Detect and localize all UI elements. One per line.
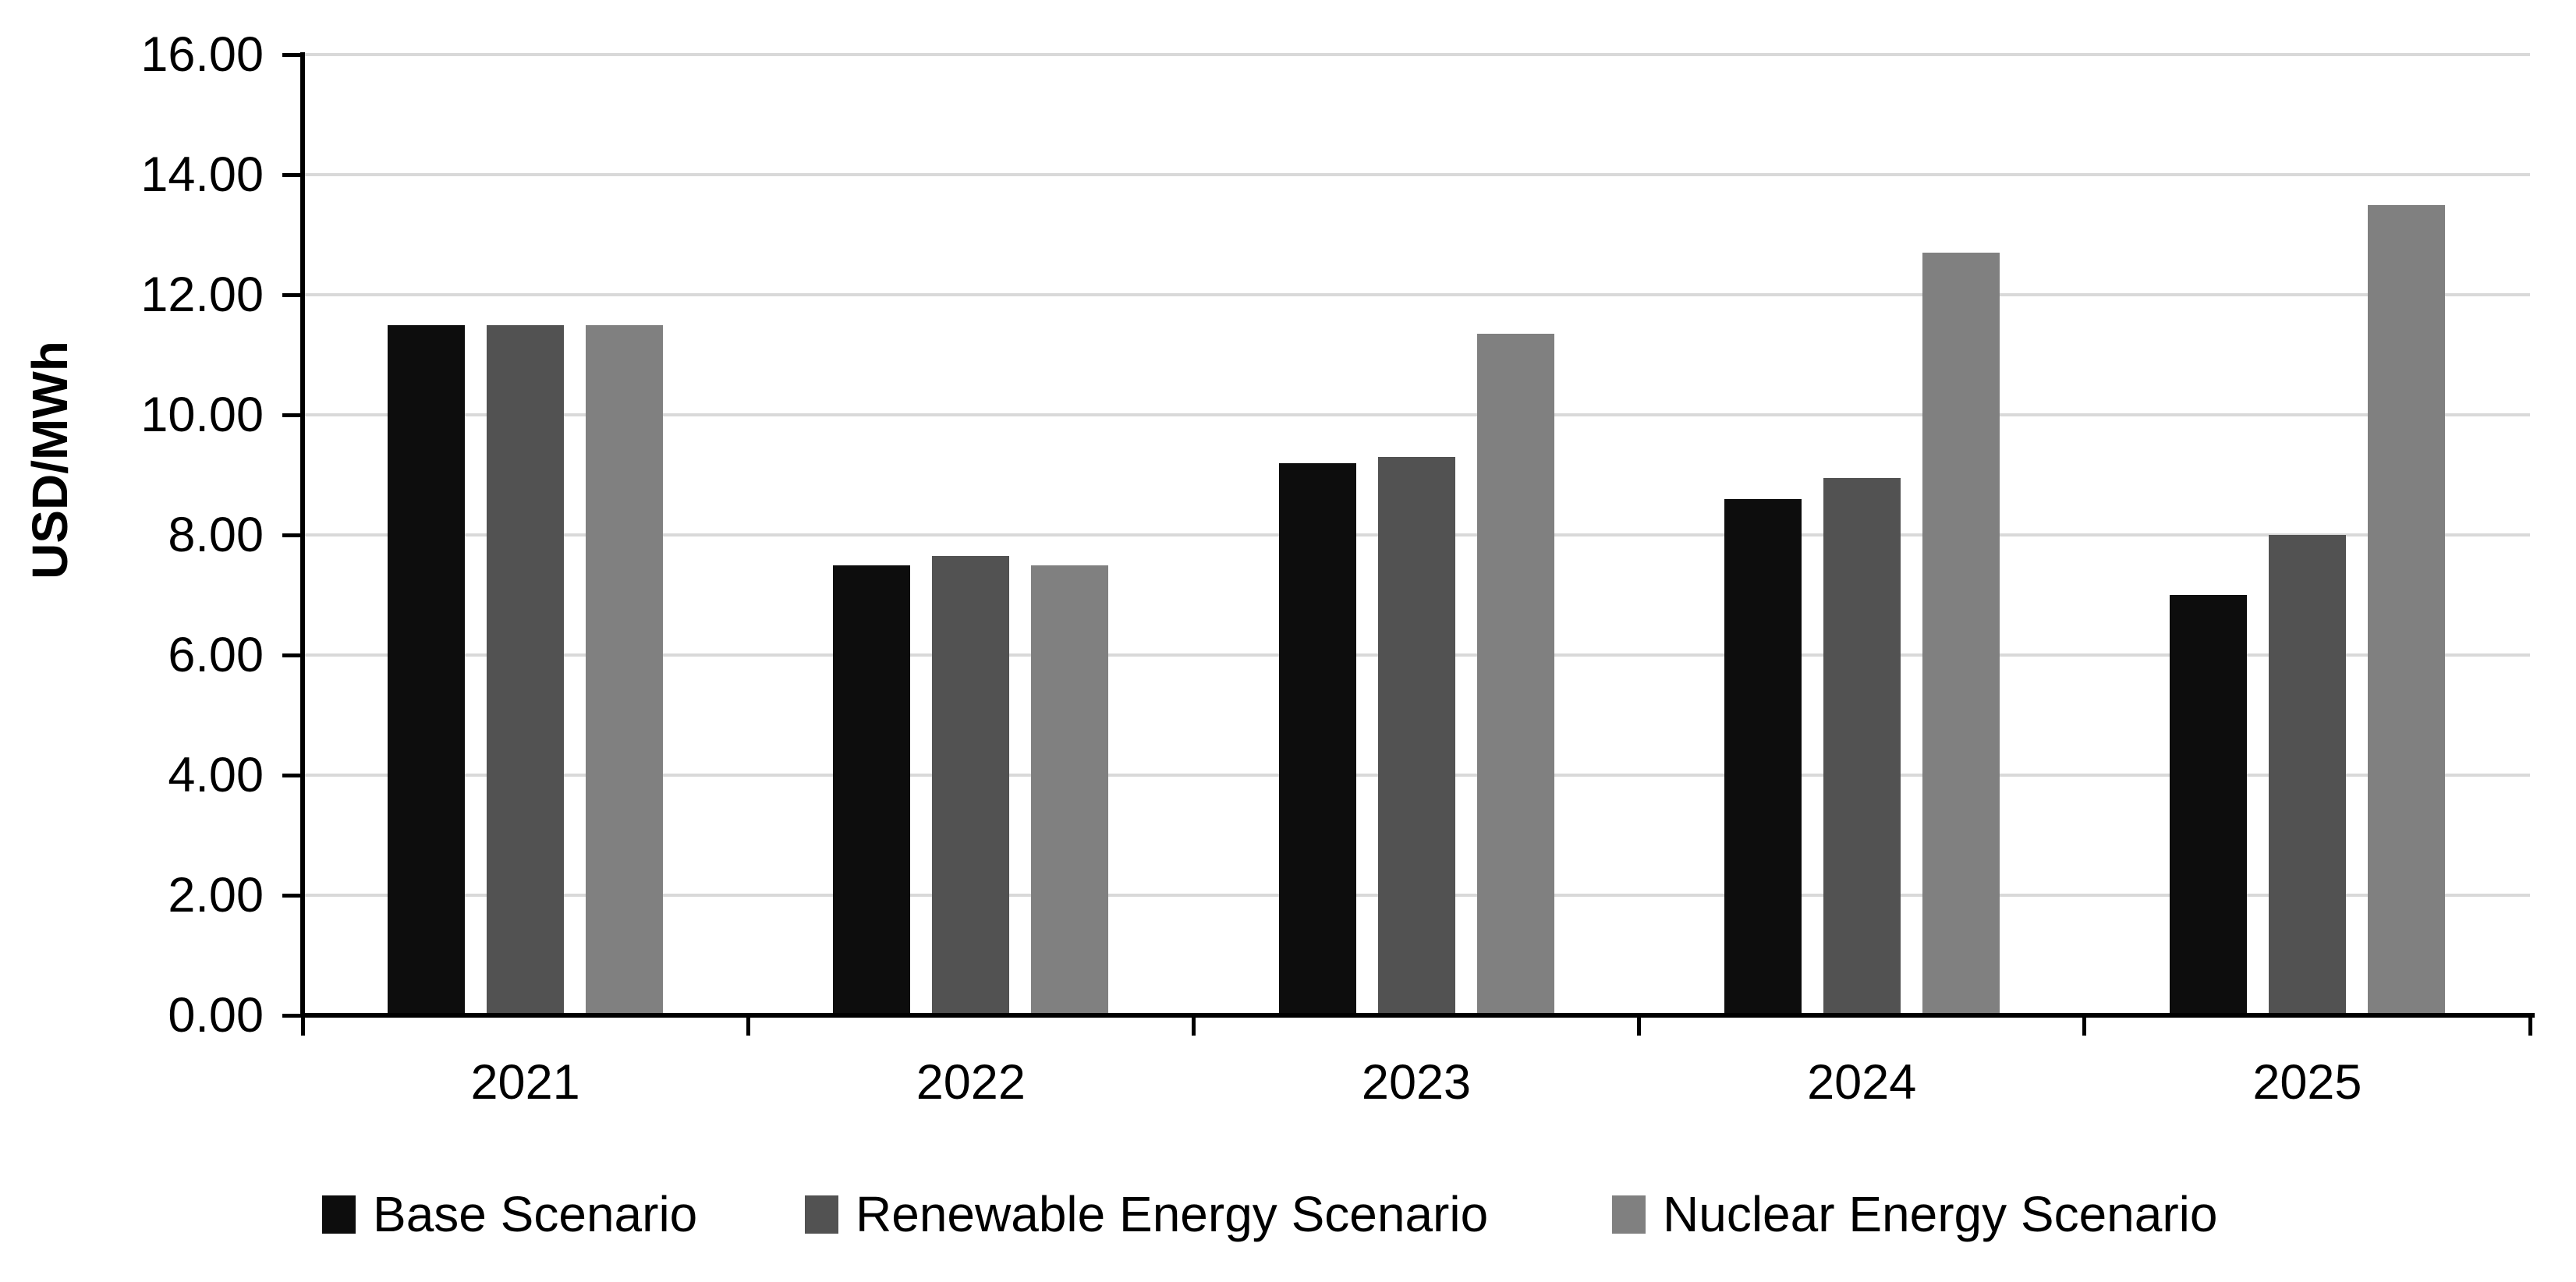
bar-base-scenario-2024 <box>1724 498 1802 1015</box>
y-tick-14.00 <box>282 172 303 177</box>
legend-swatch-icon <box>1612 1195 1646 1234</box>
bar-renewable-energy-scenario-2021 <box>487 324 565 1015</box>
y-tick-label: 10.00 <box>140 388 264 442</box>
bar-renewable-energy-scenario-2024 <box>1823 477 1901 1015</box>
gridline-12.00 <box>305 293 2530 296</box>
x-boundary-tick <box>1191 1015 1196 1036</box>
legend-item-base-scenario: Base Scenario <box>322 1186 698 1242</box>
legend-label: Base Scenario <box>373 1186 698 1242</box>
y-tick-2.00 <box>282 893 303 898</box>
y-axis-line <box>300 52 305 1018</box>
x-boundary-tick <box>300 1015 305 1036</box>
legend-label: Renewable Energy Scenario <box>856 1186 1489 1242</box>
y-tick-label: 2.00 <box>168 868 264 923</box>
x-boundary-tick <box>746 1015 750 1036</box>
y-tick-0.00 <box>282 1013 303 1018</box>
gridline-14.00 <box>305 173 2530 176</box>
bar-base-scenario-2022 <box>833 565 911 1015</box>
legend-item-nuclear-energy-scenario: Nuclear Energy Scenario <box>1612 1186 2218 1242</box>
legend-swatch-icon <box>322 1195 356 1234</box>
y-tick-label: 6.00 <box>168 628 264 682</box>
x-boundary-tick <box>1637 1015 1642 1036</box>
y-tick-label: 12.00 <box>140 267 264 322</box>
bar-base-scenario-2021 <box>388 324 466 1015</box>
bar-base-scenario-2025 <box>2169 595 2247 1015</box>
y-tick-10.00 <box>282 413 303 417</box>
legend-item-renewable-energy-scenario: Renewable Energy Scenario <box>805 1186 1489 1242</box>
y-tick-12.00 <box>282 292 303 297</box>
y-tick-4.00 <box>282 773 303 777</box>
y-tick-label: 8.00 <box>168 508 264 562</box>
gridline-16.00 <box>305 53 2530 56</box>
bar-renewable-energy-scenario-2022 <box>932 555 1010 1015</box>
x-tick-label-2025: 2025 <box>2252 1055 2362 1110</box>
y-tick-label: 4.00 <box>168 748 264 802</box>
legend-label: Nuclear Energy Scenario <box>1663 1186 2218 1242</box>
bar-base-scenario-2023 <box>1278 462 1356 1015</box>
bar-nuclear-energy-scenario-2023 <box>1476 334 1554 1015</box>
bar-nuclear-energy-scenario-2025 <box>2367 204 2445 1015</box>
x-tick-label-2021: 2021 <box>470 1055 580 1110</box>
x-tick-label-2022: 2022 <box>916 1055 1026 1110</box>
bar-nuclear-energy-scenario-2021 <box>586 324 664 1015</box>
y-tick-16.00 <box>282 52 303 57</box>
x-boundary-tick <box>2528 1015 2532 1036</box>
bar-nuclear-energy-scenario-2024 <box>1922 253 2000 1015</box>
x-axis-line <box>300 1013 2535 1018</box>
x-boundary-tick <box>2082 1015 2087 1036</box>
y-tick-8.00 <box>282 533 303 537</box>
bar-nuclear-energy-scenario-2022 <box>1031 565 1109 1015</box>
x-tick-label-2023: 2023 <box>1361 1055 1472 1110</box>
bar-renewable-energy-scenario-2025 <box>2268 535 2346 1015</box>
y-tick-label: 0.00 <box>168 988 264 1043</box>
x-tick-label-2024: 2024 <box>1807 1055 1917 1110</box>
legend-swatch-icon <box>805 1195 838 1234</box>
bar-renewable-energy-scenario-2023 <box>1377 456 1455 1015</box>
y-tick-label: 16.00 <box>140 27 264 82</box>
gridline-10.00 <box>305 413 2530 416</box>
y-tick-label: 14.00 <box>140 147 264 202</box>
y-tick-6.00 <box>282 653 303 657</box>
